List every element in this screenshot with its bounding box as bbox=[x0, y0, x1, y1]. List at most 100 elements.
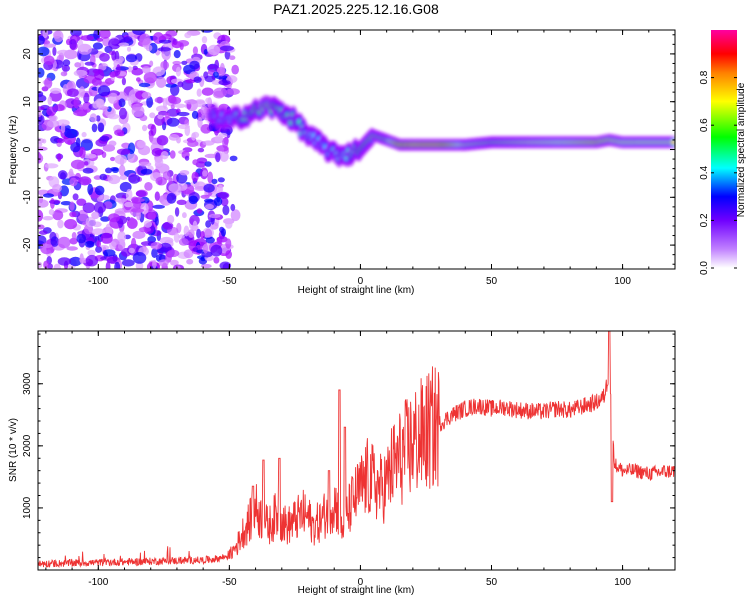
noise-blob bbox=[38, 46, 50, 57]
noise-blob bbox=[117, 231, 127, 243]
noise-blob bbox=[203, 71, 209, 79]
noise-blob bbox=[185, 79, 196, 84]
noise-blob bbox=[216, 66, 226, 77]
noise-blob bbox=[200, 124, 212, 134]
noise-blob bbox=[179, 42, 184, 50]
noise-blob bbox=[193, 76, 202, 83]
noise-blob bbox=[202, 243, 209, 254]
noise-blob bbox=[186, 258, 194, 265]
noise-blob bbox=[38, 261, 43, 269]
noise-blob bbox=[177, 81, 184, 88]
noise-blob bbox=[173, 50, 181, 59]
noise-blob bbox=[196, 208, 203, 214]
noise-blob bbox=[50, 236, 59, 247]
noise-blob bbox=[178, 238, 189, 246]
noise-blob bbox=[170, 259, 179, 266]
y-tick-label: 2000 bbox=[22, 434, 33, 457]
noise-blob bbox=[197, 117, 203, 128]
noise-blob bbox=[204, 161, 212, 167]
noise-blob bbox=[155, 176, 167, 186]
snr-frame bbox=[37, 330, 676, 571]
spectrogram-x-axis: -100 -50 0 50 100 bbox=[45, 30, 676, 287]
noise-blob bbox=[108, 38, 121, 50]
noise-blob bbox=[44, 163, 59, 169]
noise-blob bbox=[123, 36, 133, 43]
noise-blob bbox=[98, 64, 107, 71]
noise-blob bbox=[99, 173, 108, 181]
noise-blob bbox=[96, 240, 102, 248]
noise-blob bbox=[205, 236, 215, 244]
noise-blob bbox=[64, 128, 78, 139]
noise-blob bbox=[68, 168, 74, 178]
noise-blob bbox=[204, 228, 213, 238]
snr-x-axis: -100 -50 0 50 100 bbox=[45, 331, 676, 588]
noise-blob bbox=[216, 145, 229, 152]
noise-blob bbox=[187, 229, 195, 238]
noise-blob bbox=[196, 157, 208, 164]
noise-blob bbox=[85, 216, 96, 228]
noise-blob bbox=[94, 185, 105, 196]
noise-blob bbox=[118, 42, 129, 47]
snr-x-label: Height of straight line (km) bbox=[298, 585, 415, 596]
noise-blob bbox=[62, 59, 71, 67]
noise-blob bbox=[40, 243, 53, 249]
noise-blob bbox=[48, 199, 61, 204]
noise-blob bbox=[97, 122, 105, 133]
noise-blob bbox=[42, 193, 55, 198]
noise-blob bbox=[205, 220, 212, 228]
noise-blob bbox=[66, 88, 79, 97]
noise-blob bbox=[84, 240, 95, 248]
snr-plot-area bbox=[38, 331, 675, 569]
x-tick-label: 100 bbox=[614, 276, 631, 287]
noise-blob bbox=[220, 45, 234, 52]
noise-blob bbox=[135, 190, 147, 197]
noise-blob bbox=[214, 135, 224, 143]
noise-blob bbox=[219, 261, 232, 269]
noise-blob bbox=[166, 192, 177, 204]
noise-blob bbox=[116, 148, 131, 155]
noise-blob bbox=[157, 47, 172, 52]
noise-blob bbox=[128, 247, 135, 254]
noise-blob bbox=[78, 176, 92, 186]
noise-blob bbox=[83, 92, 90, 104]
noise-blob bbox=[38, 67, 45, 78]
noise-blob bbox=[191, 132, 197, 141]
noise-blob bbox=[196, 228, 202, 239]
noise-blob bbox=[125, 54, 138, 63]
noise-blob bbox=[211, 178, 218, 185]
noise-blob bbox=[143, 220, 153, 228]
noise-blob bbox=[89, 113, 98, 123]
noise-blob bbox=[113, 58, 123, 69]
noise-blob bbox=[136, 140, 146, 149]
noise-blob bbox=[176, 136, 181, 144]
noise-blob bbox=[60, 71, 68, 77]
noise-blob bbox=[97, 196, 104, 202]
noise-blob bbox=[138, 226, 151, 233]
noise-blob bbox=[69, 211, 77, 218]
noise-blob bbox=[176, 111, 190, 117]
noise-blob bbox=[52, 184, 62, 193]
noise-blob bbox=[174, 207, 180, 217]
noise-blob bbox=[162, 97, 168, 110]
noise-blob bbox=[38, 106, 45, 111]
noise-blob bbox=[43, 55, 55, 66]
noise-blob bbox=[107, 113, 120, 120]
noise-blob bbox=[114, 154, 128, 165]
noise-blob bbox=[225, 250, 232, 259]
noise-blob bbox=[57, 153, 62, 162]
noise-blob bbox=[167, 214, 175, 224]
snr-y-label: SNR (10 * v/v) bbox=[8, 418, 19, 482]
noise-blob bbox=[53, 104, 65, 112]
colorbar-tick-label: 0.6 bbox=[699, 118, 710, 132]
noise-blob bbox=[213, 256, 220, 264]
spectrogram-y-axis: -20 -10 0 10 20 bbox=[22, 34, 675, 265]
noise-blob bbox=[127, 66, 133, 73]
noise-blob bbox=[82, 103, 89, 110]
noise-blob bbox=[141, 91, 152, 99]
noise-blob bbox=[217, 184, 224, 194]
noise-blob bbox=[188, 195, 198, 205]
noise-blob bbox=[207, 171, 214, 184]
noise-blob bbox=[162, 221, 174, 230]
noise-blob bbox=[191, 110, 199, 119]
noise-blob bbox=[181, 60, 188, 65]
